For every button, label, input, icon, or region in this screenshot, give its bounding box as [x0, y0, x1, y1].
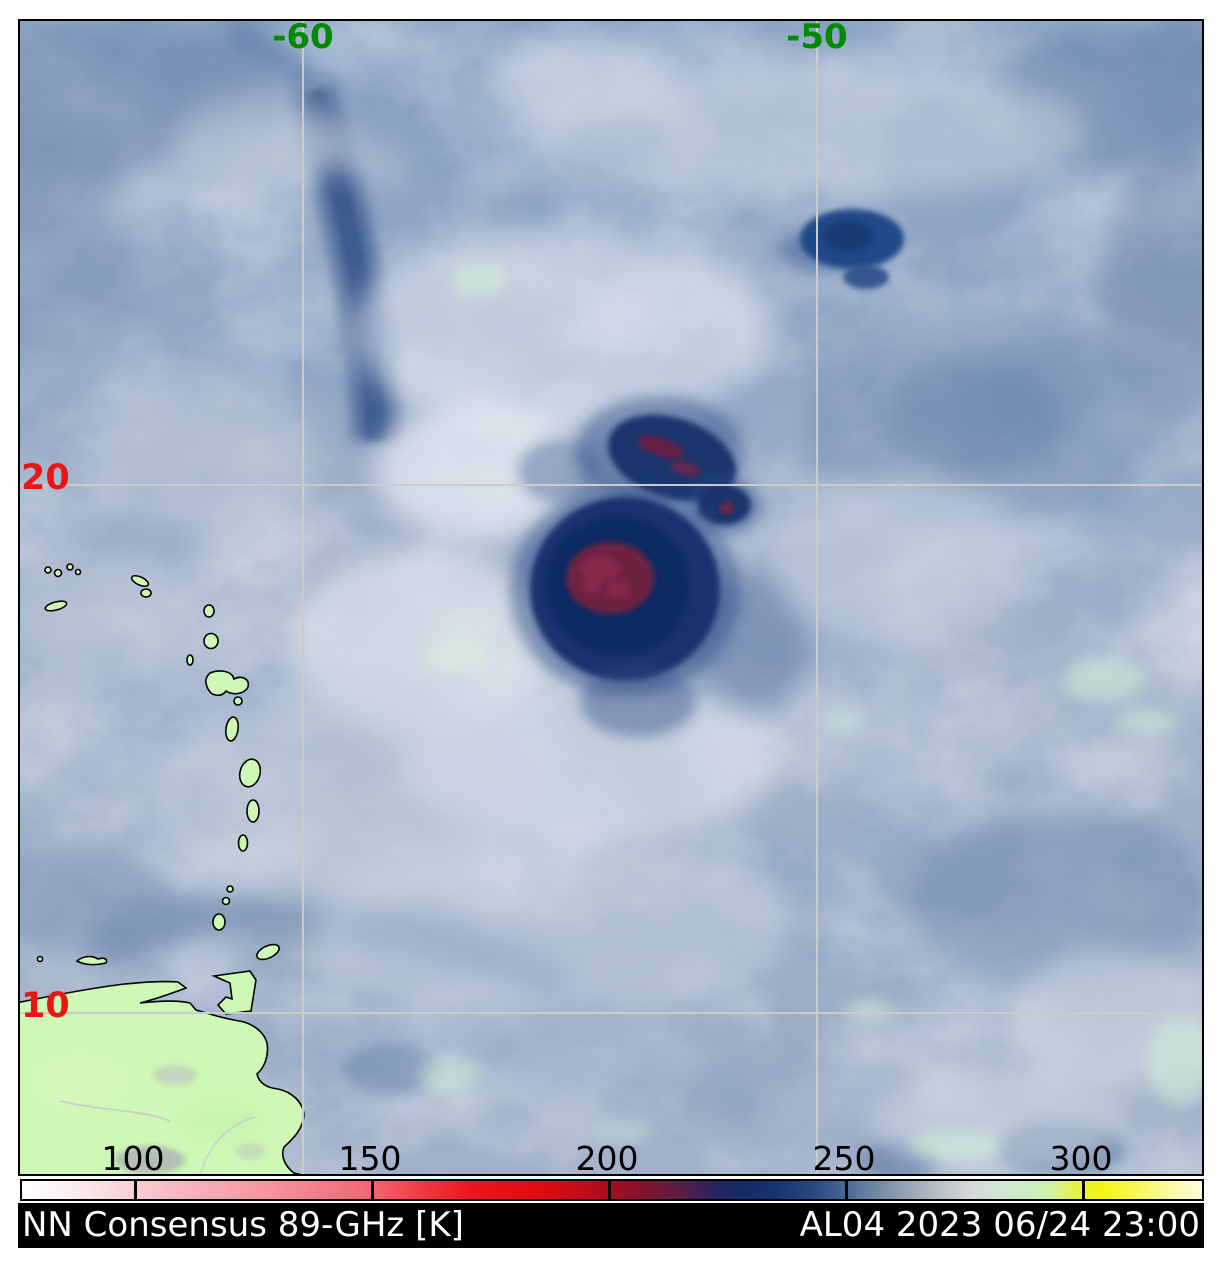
- latitude-label: 20: [21, 458, 70, 498]
- island: [238, 758, 262, 788]
- island: [237, 834, 249, 852]
- island: [205, 670, 250, 697]
- land-texture: [30, 1051, 265, 1174]
- colorbar-tick: [134, 1181, 137, 1199]
- island: [212, 913, 226, 931]
- colorbar-tick: [1082, 1181, 1085, 1199]
- colorbar-tick-label: 100: [101, 1139, 165, 1178]
- parallel-gridline: [20, 1012, 1202, 1014]
- island: [53, 568, 63, 578]
- colorbar-tick: [608, 1181, 611, 1199]
- island: [246, 799, 260, 823]
- footer-bar: NN Consensus 89-GHz [K] AL04 2023 06/24 …: [18, 1203, 1204, 1248]
- colorbar: [20, 1179, 1204, 1201]
- storm-datetime-label: AL04 2023 06/24 23:00: [799, 1204, 1200, 1245]
- island: [140, 588, 152, 598]
- colorbar-tick-label: 250: [812, 1139, 876, 1178]
- tobago-island: [256, 943, 280, 961]
- product-label: NN Consensus 89-GHz [K]: [22, 1204, 464, 1245]
- margarita-island: [75, 955, 108, 966]
- latitude-label: 10: [21, 986, 70, 1026]
- meridian-gridline: [816, 21, 818, 1174]
- longitude-label: -50: [786, 19, 848, 57]
- trinidad-island: [211, 970, 257, 1015]
- island: [44, 566, 52, 574]
- island: [66, 563, 74, 571]
- island: [44, 600, 68, 612]
- parallel-gridline: [20, 484, 1202, 486]
- island: [225, 716, 239, 742]
- colorbar-tick-label: 200: [575, 1139, 639, 1178]
- colorbar-tick: [371, 1181, 374, 1199]
- island: [221, 896, 231, 906]
- island: [203, 632, 219, 650]
- island-chain: [44, 563, 262, 931]
- island: [203, 604, 215, 618]
- island: [233, 696, 243, 706]
- colorbar-tick: [845, 1181, 848, 1199]
- island: [226, 885, 234, 893]
- colorbar-gradient: [22, 1181, 1202, 1199]
- longitude-label: -60: [272, 19, 334, 57]
- meridian-gridline: [302, 21, 304, 1174]
- island: [186, 654, 194, 666]
- satellite-map: -60 -50 20 10: [18, 19, 1204, 1176]
- colorbar-tick-label: 150: [338, 1139, 402, 1178]
- island: [130, 574, 150, 588]
- map-scene: [20, 21, 1202, 1174]
- colorbar-tick-label: 300: [1049, 1139, 1113, 1178]
- island: [74, 568, 82, 576]
